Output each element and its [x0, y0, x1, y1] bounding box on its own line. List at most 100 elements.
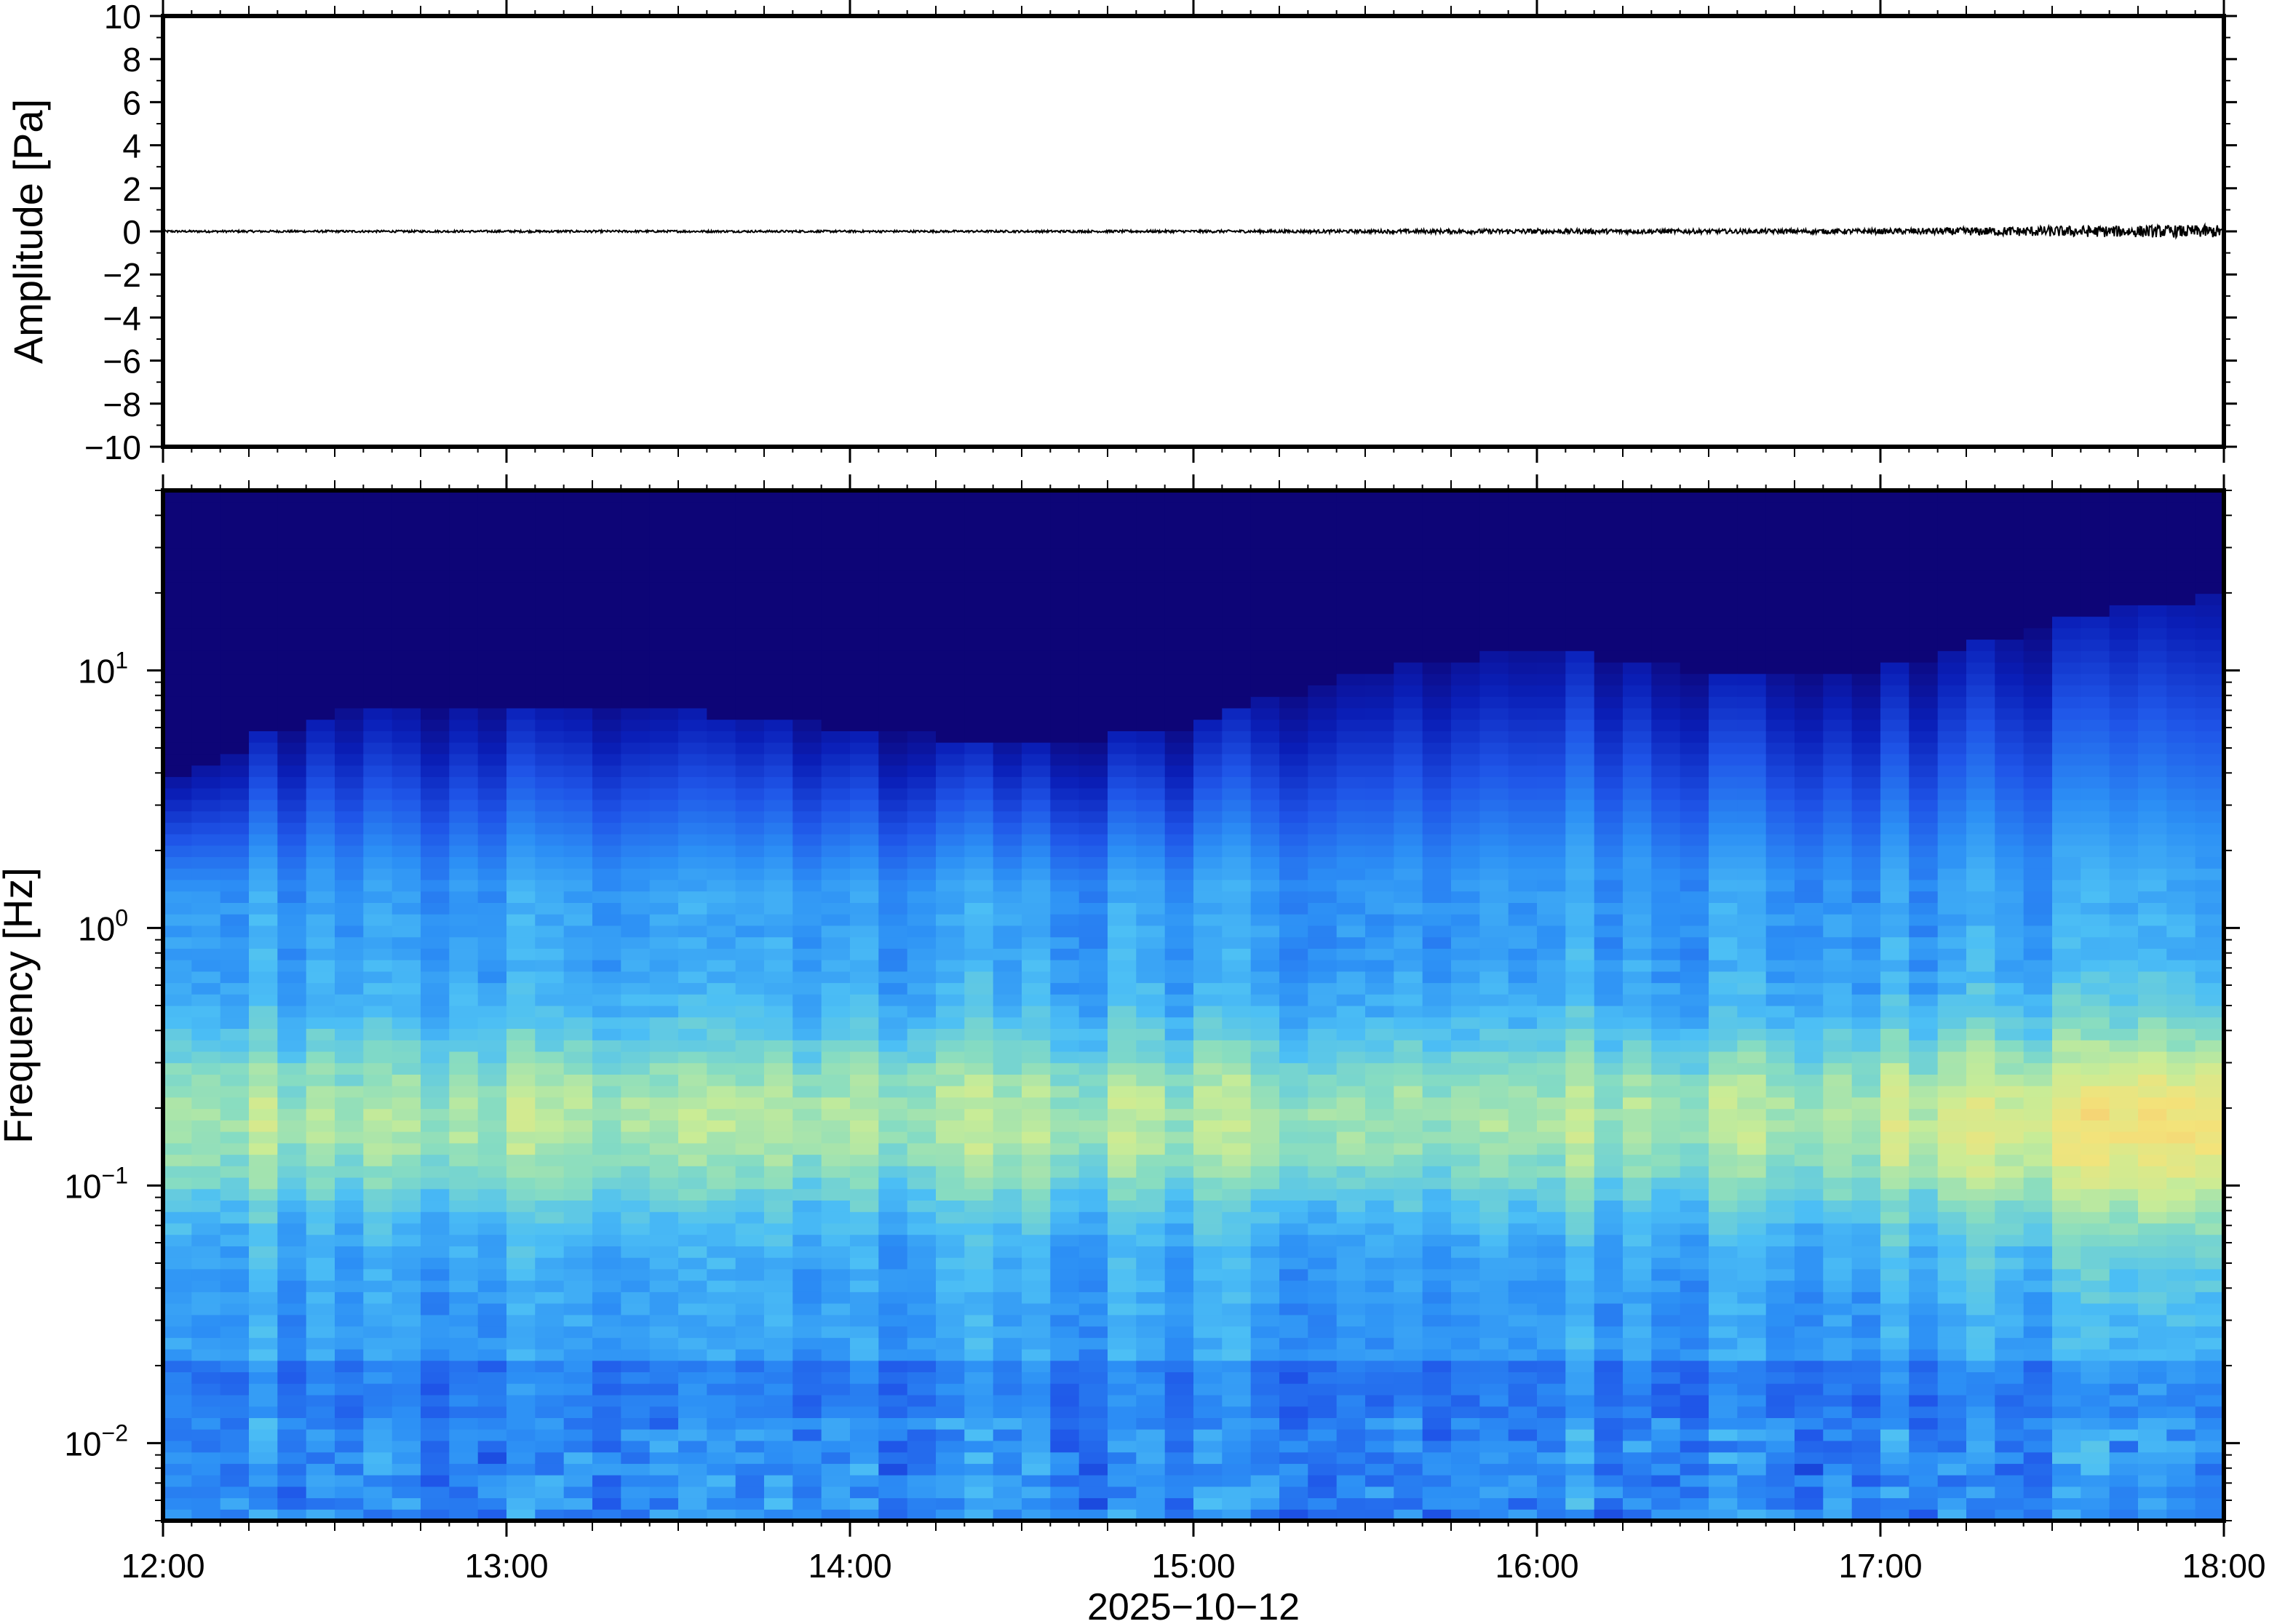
spectrogram-cell	[649, 948, 679, 960]
spectrogram-cell	[735, 1028, 765, 1040]
spectrogram-cell	[936, 914, 965, 926]
spectrogram-cell	[1565, 1257, 1595, 1270]
spectrogram-cell	[1565, 1211, 1595, 1224]
spectrogram-cell	[1136, 1486, 1166, 1499]
spectrogram-cell	[1365, 1372, 1394, 1384]
spectrogram-cell	[1422, 982, 1452, 995]
spectrogram-cell	[1537, 731, 1566, 743]
spectrogram-cell	[907, 1108, 937, 1121]
spectrogram-cell	[1279, 1268, 1308, 1281]
spectrogram-cell	[306, 1062, 335, 1075]
spectrogram-cell	[1365, 559, 1394, 571]
spectrogram-cell	[1651, 616, 1681, 629]
spectrogram-cell	[764, 1349, 793, 1361]
spectrogram-cell	[1136, 960, 1166, 972]
spectrogram-cell	[277, 616, 307, 629]
spectrogram-cell	[277, 581, 307, 594]
spectrogram-cell	[306, 662, 335, 674]
spectrogram-cell	[1136, 902, 1166, 915]
spectrogram-cell	[249, 1463, 278, 1476]
spectrogram-cell	[335, 1360, 364, 1372]
spectrogram-cell	[621, 547, 651, 560]
spectrogram-cell	[449, 1303, 479, 1315]
spectrogram-cell	[907, 1314, 937, 1327]
spectrogram-cell	[764, 650, 793, 663]
spectrogram-cell	[850, 1188, 879, 1201]
spectrogram-cell	[506, 1211, 536, 1224]
spectrogram-cell	[392, 513, 421, 525]
spectrogram-cell	[678, 1417, 707, 1430]
spectrogram-cell	[1537, 960, 1566, 972]
spectrogram-cell	[477, 570, 507, 583]
spectrogram-cell	[1565, 1394, 1595, 1407]
spectrogram-cell	[1508, 1142, 1538, 1155]
spectrogram-cell	[306, 1222, 335, 1235]
spectrogram-cell	[821, 1372, 851, 1384]
spectrogram-cell	[964, 982, 994, 995]
spectrogram-cell	[993, 1406, 1022, 1418]
spectrogram-cell	[392, 1246, 421, 1258]
spectrogram-cell	[1279, 1349, 1308, 1361]
spectrogram-cell	[220, 731, 250, 743]
spectrogram-cell	[1479, 1188, 1509, 1201]
spectrogram-cell	[392, 673, 421, 685]
spectrogram-cell	[421, 1349, 450, 1361]
spectrogram-cell	[764, 1016, 793, 1029]
spectrogram-cell	[535, 673, 565, 685]
spectrogram-cell	[1594, 1177, 1624, 1190]
spectrogram-cell	[1680, 1463, 1709, 1476]
spectrogram-cell	[277, 1222, 307, 1235]
spectrogram-cell	[936, 1096, 965, 1110]
spectrogram-cell	[1365, 1246, 1394, 1258]
spectrogram-cell	[1164, 1383, 1194, 1396]
spectrogram-cell	[249, 1497, 278, 1510]
spectrogram-cell	[1050, 1108, 1080, 1121]
spectrogram-cell	[1508, 1177, 1538, 1190]
spectrogram-cell	[306, 776, 335, 789]
spectrogram-cell	[964, 547, 994, 560]
spectrogram-cell	[936, 1016, 965, 1029]
spectrogram-cell	[1279, 1509, 1308, 1521]
spectrogram-cell	[249, 1051, 278, 1064]
spectrogram-cell	[621, 971, 651, 984]
spectrogram-cell	[1050, 513, 1080, 525]
spectrogram-cell	[907, 513, 937, 525]
spectrogram-cell	[1050, 902, 1080, 915]
spectrogram-cell	[506, 1326, 536, 1338]
spectrogram-cell	[1136, 1452, 1166, 1464]
spectrogram-cell	[764, 765, 793, 777]
spectrogram-cell	[277, 685, 307, 697]
spectrogram-cell	[1050, 1463, 1080, 1476]
spectrogram-cell	[678, 719, 707, 731]
spectrogram-cell	[191, 891, 221, 903]
spectrogram-cell	[249, 1211, 278, 1224]
spectrogram-cell	[678, 891, 707, 903]
spectrogram-cell	[1308, 753, 1338, 766]
spectrogram-cell	[563, 811, 593, 823]
spectrogram-cell	[850, 1268, 879, 1281]
spectrogram-cell	[678, 765, 707, 777]
spectrogram-cell	[1193, 1349, 1223, 1361]
spectrogram-cell	[1279, 1051, 1308, 1064]
spectrogram-cell	[363, 1349, 393, 1361]
spectrogram-cell	[907, 1406, 937, 1418]
spectrogram-cell	[1279, 834, 1308, 846]
spectrogram-cell	[993, 1417, 1022, 1430]
spectrogram-cell	[764, 856, 793, 869]
spectrogram-cell	[1479, 1200, 1509, 1212]
spectrogram-cell	[707, 776, 736, 789]
spectrogram-cell	[1594, 902, 1624, 915]
spectrogram-cell	[1651, 914, 1681, 926]
spectrogram-cell	[1537, 627, 1566, 640]
spectrogram-cell	[936, 639, 965, 651]
spectrogram-cell	[477, 776, 507, 789]
spectrogram-cell	[277, 1372, 307, 1384]
spectrogram-cell	[1279, 891, 1308, 903]
spectrogram-cell	[163, 1257, 192, 1270]
spectrogram-cell	[535, 696, 565, 709]
spectrogram-cell	[1365, 742, 1394, 755]
spectrogram-cell	[449, 1211, 479, 1224]
spectrogram-cell	[1279, 1234, 1308, 1246]
spectrogram-cell	[1050, 536, 1080, 549]
spectrogram-cell	[907, 1131, 937, 1144]
